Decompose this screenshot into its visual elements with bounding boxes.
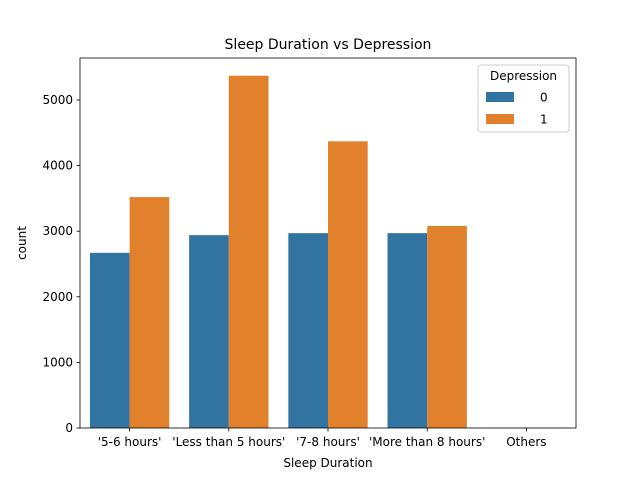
bar [427,226,467,428]
bar [388,233,428,428]
y-tick-label: 1000 [42,355,73,369]
x-tick-label: 'Less than 5 hours' [172,435,285,449]
legend-swatch [486,114,514,124]
y-tick-label: 3000 [42,224,73,238]
legend-label: 1 [540,113,548,127]
y-tick-label: 4000 [42,159,73,173]
x-tick-label: Others [506,435,546,449]
y-tick-label: 0 [65,421,73,435]
legend: Depression 0 1 [478,65,569,132]
x-tick-label: '7-8 hours' [296,435,360,449]
y-axis-label: count [15,226,29,260]
bar [130,197,170,428]
y-tick-label: 2000 [42,290,73,304]
bar [288,233,328,428]
bar [229,76,269,428]
y-tick-label: 5000 [42,93,73,107]
bar [328,141,368,428]
x-tick-label: '5-6 hours' [98,435,162,449]
x-axis-label: Sleep Duration [283,456,372,470]
legend-title: Depression [490,69,557,83]
legend-swatch [486,92,514,102]
bar [90,253,130,428]
x-tick-label: 'More than 8 hours' [369,435,485,449]
chart-title: Sleep Duration vs Depression [225,37,432,53]
legend-label: 0 [540,91,548,105]
bar [189,235,229,428]
